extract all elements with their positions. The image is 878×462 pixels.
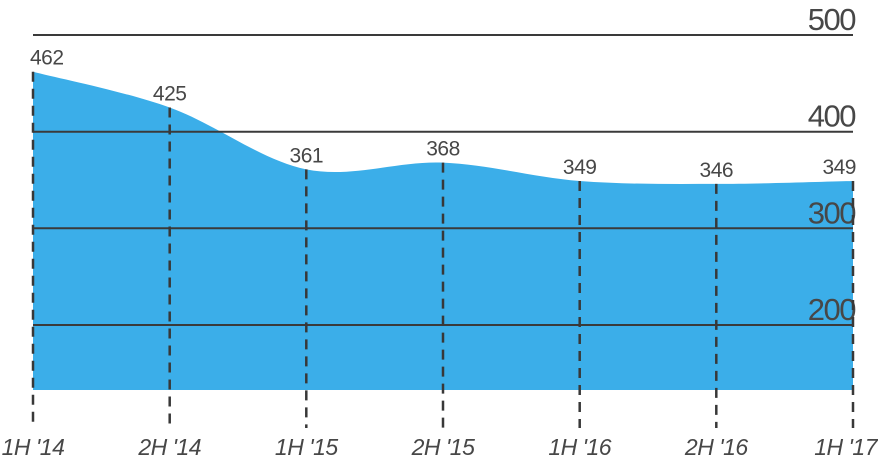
value-label: 462 — [30, 47, 64, 70]
value-label: 425 — [153, 83, 187, 106]
x-axis-label: 1H '14 — [2, 434, 65, 460]
x-axis-label: 2H '14 — [137, 434, 201, 460]
x-axis-label: 1H '17 — [814, 434, 878, 460]
x-axis-label: 1H '16 — [548, 434, 611, 460]
value-label: 368 — [426, 138, 460, 161]
y-tick-label-300: 300 — [808, 195, 856, 230]
value-label: 361 — [290, 144, 324, 167]
x-axis-label: 2H '15 — [411, 434, 475, 460]
value-label: 346 — [700, 159, 734, 182]
value-label: 349 — [822, 156, 856, 179]
x-axis-label: 1H '15 — [275, 434, 338, 460]
y-tick-label-500: 500 — [808, 2, 856, 37]
y-tick-label-400: 400 — [808, 99, 856, 134]
x-axis-label: 2H '16 — [684, 434, 748, 460]
y-tick-label-200: 200 — [808, 292, 856, 327]
value-label: 349 — [563, 156, 597, 179]
